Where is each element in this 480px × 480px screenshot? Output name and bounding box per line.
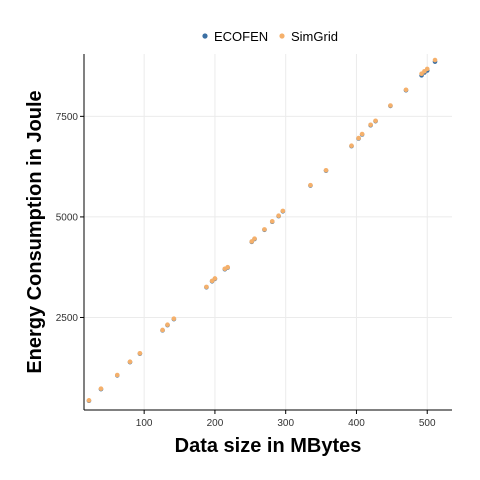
data-point-simgrid: [308, 182, 313, 188]
data-point-simgrid: [280, 208, 286, 214]
tick-layer: 100 200 300 400 500 2500 5000 7500: [56, 112, 436, 429]
y-tick-label: 2500: [56, 313, 79, 324]
data-point-simgrid: [373, 118, 378, 124]
data-point-simgrid: [165, 322, 170, 328]
data-point-simgrid: [86, 398, 92, 403]
legend-label-ecofen: ECOFEN: [214, 29, 268, 44]
axis-layer: [83, 54, 452, 411]
data-point-simgrid: [356, 135, 361, 141]
data-point-simgrid: [262, 227, 267, 232]
x-tick-label: 300: [277, 418, 294, 429]
x-tick-label: 100: [136, 418, 153, 429]
x-axis-title: Data size in MBytes: [175, 435, 362, 457]
data-point-simgrid: [323, 167, 329, 173]
data-point-simgrid: [204, 284, 209, 290]
data-point-simgrid: [212, 276, 218, 281]
data-point-simgrid: [225, 264, 230, 270]
data-point-simgrid: [388, 103, 393, 108]
data-point-simgrid: [368, 122, 373, 128]
data-point-simgrid: [359, 131, 365, 137]
y-axis-title: Energy Consumption in Joule: [24, 90, 46, 373]
data-point-simgrid: [424, 66, 430, 72]
data-point-simgrid: [249, 239, 255, 244]
x-tick-label: 500: [419, 418, 436, 429]
data-point-simgrid: [137, 350, 143, 356]
grid-layer: [84, 54, 452, 410]
data-point-simgrid: [349, 143, 354, 149]
data-point-simgrid: [98, 386, 104, 391]
data-point-simgrid: [269, 219, 275, 224]
data-point-simgrid: [276, 213, 281, 219]
data-point-simgrid: [252, 236, 257, 241]
data-point-simgrid: [171, 316, 177, 321]
legend-marker-simgrid: [279, 33, 285, 39]
data-point-simgrid: [160, 327, 165, 333]
x-tick-label: 200: [207, 418, 224, 429]
data-point-simgrid: [432, 57, 438, 63]
y-tick-label: 7500: [56, 112, 79, 123]
x-tick-label: 400: [348, 418, 365, 429]
points-layer: [86, 57, 438, 404]
legend-label-simgrid: SimGrid: [291, 29, 338, 44]
y-tick-label: 5000: [56, 212, 79, 223]
legend-marker-ecofen: [202, 33, 208, 39]
legend: ECOFEN SimGrid: [202, 29, 338, 44]
data-point-simgrid: [403, 87, 409, 93]
data-point-simgrid: [127, 359, 133, 365]
data-point-simgrid: [114, 372, 120, 378]
